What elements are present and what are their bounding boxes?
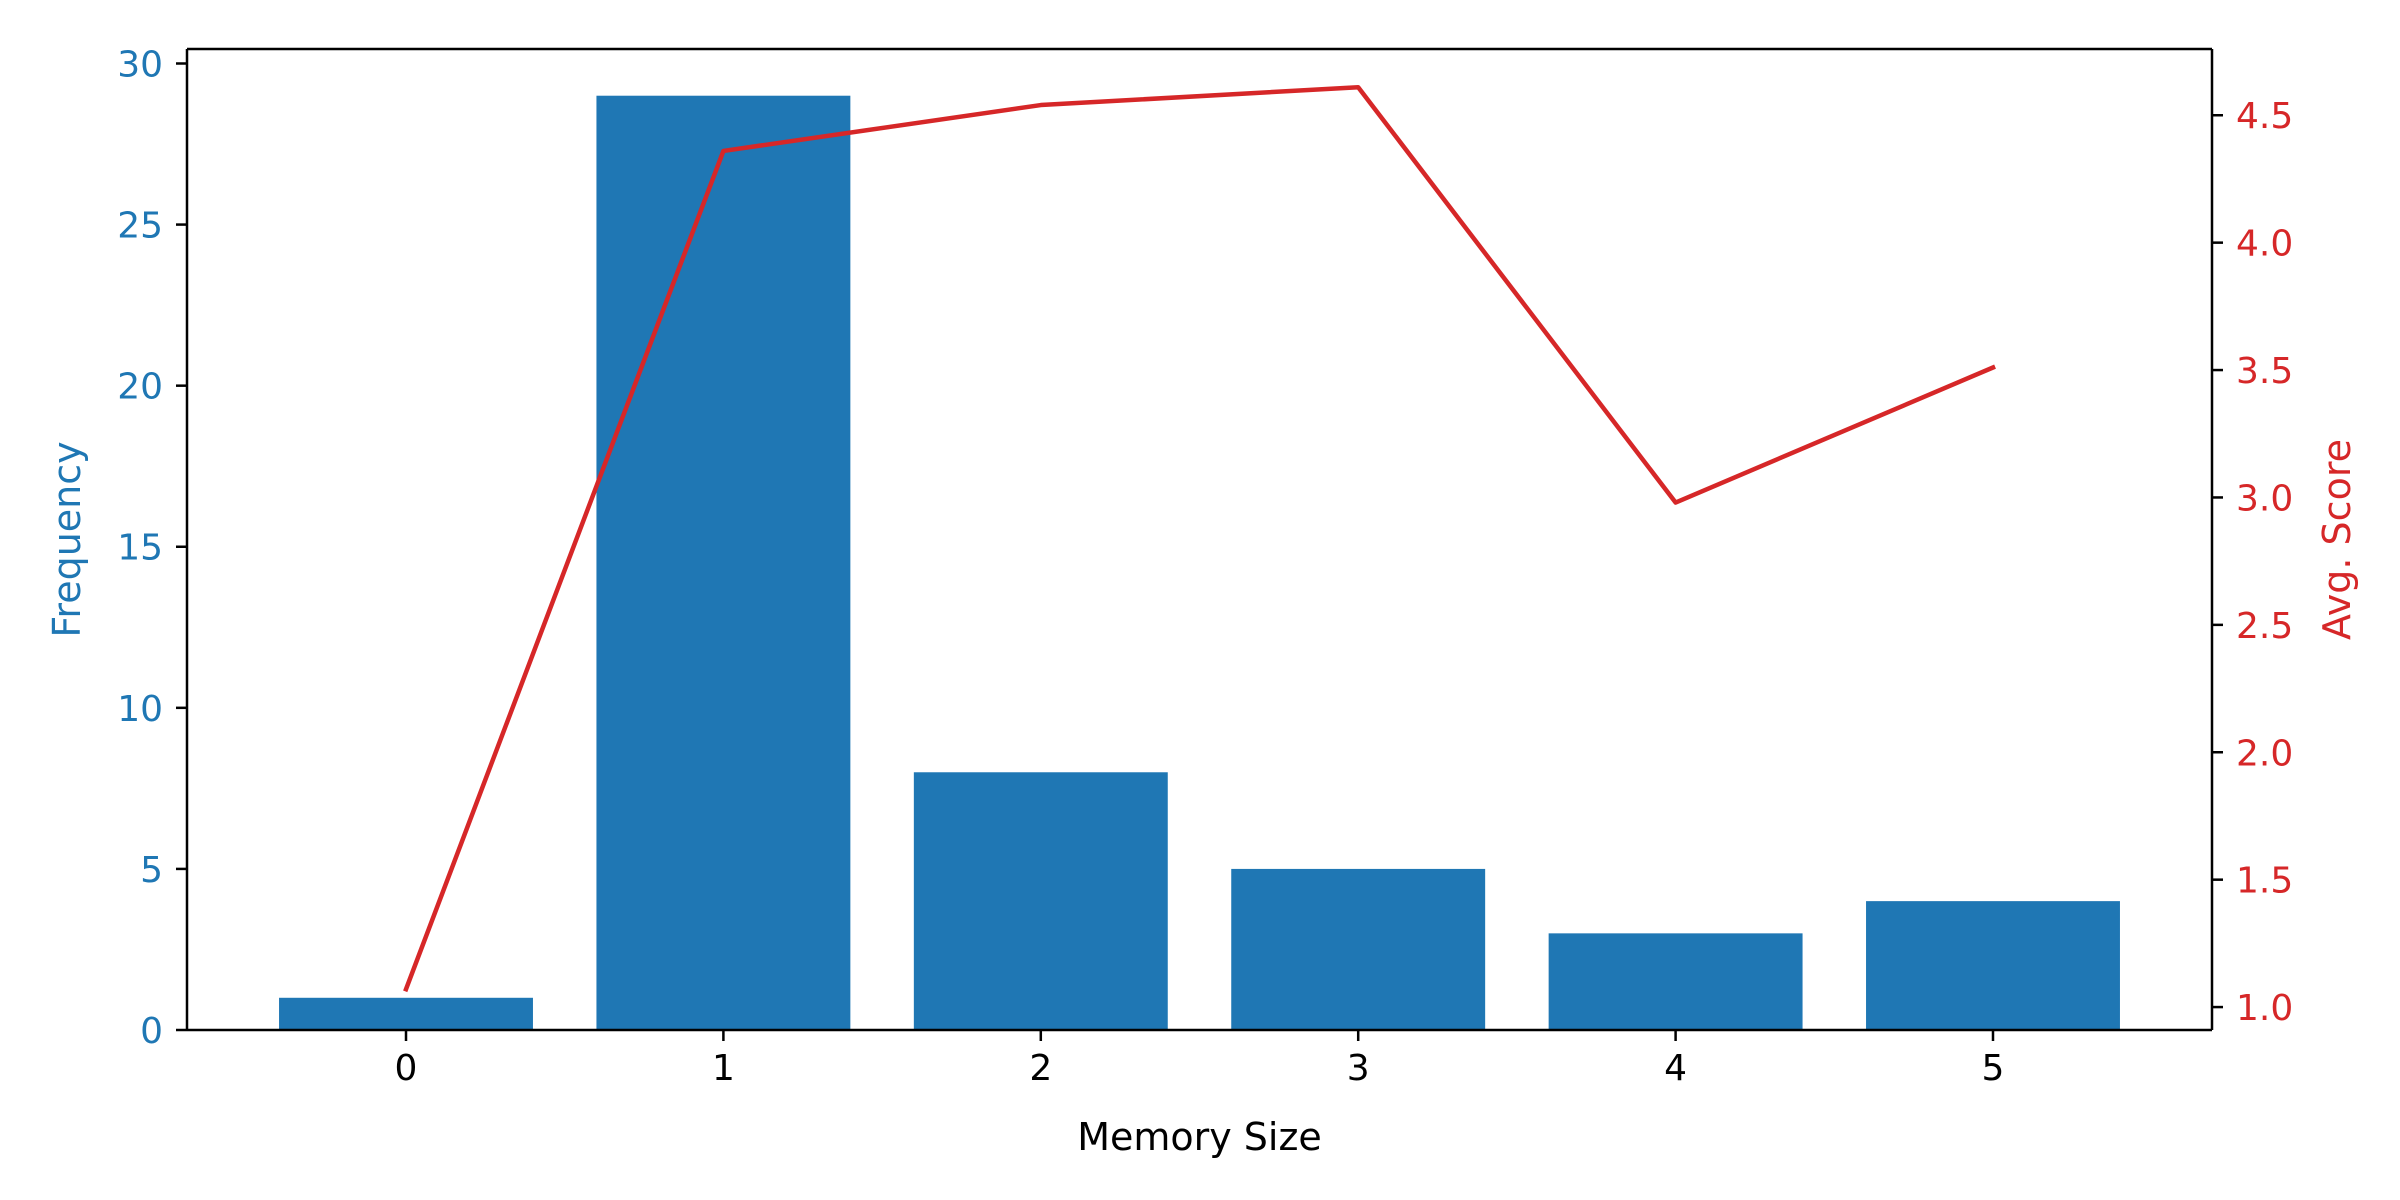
y-right-tick-label: 1.0 [2236, 988, 2293, 1029]
x-axis-label: Memory Size [1077, 1115, 1322, 1159]
y-right-tick-label: 2.0 [2236, 733, 2293, 774]
y-left-tick-label: 10 [117, 689, 163, 730]
y-left-tick-label: 25 [117, 206, 163, 247]
bar [1231, 868, 1486, 1030]
line-series [403, 84, 1996, 993]
x-tick-label: 1 [712, 1048, 735, 1089]
x-tick-label: 3 [1347, 1048, 1370, 1089]
y-right-tick-label: 1.5 [2236, 861, 2293, 902]
y-right-tick-label: 4.0 [2236, 224, 2293, 265]
y-axis-left-label: Frequency [45, 441, 89, 637]
x-tick-label: 5 [1982, 1048, 2005, 1089]
y-left-tick-label: 5 [140, 850, 163, 891]
y-left-tick-label: 15 [117, 528, 163, 569]
x-tick-label: 0 [395, 1048, 418, 1089]
x-tick-label: 4 [1664, 1048, 1687, 1089]
y-right-tick-label: 3.0 [2236, 478, 2293, 519]
axes [185, 47, 2214, 1032]
ticks: 0 1 2 3 4 5 0 5 10 15 20 25 30 1.0 1.5 2.0 2.5 3.0 3.5 4.0 4… [117, 44, 2293, 1089]
bar [279, 997, 533, 1030]
bar-series [279, 95, 2120, 1030]
y-axis-right-label: Avg. Score [2315, 439, 2359, 640]
y-right-tick-label: 2.5 [2236, 606, 2293, 647]
bar [1548, 933, 1803, 1030]
y-right-tick-label: 3.5 [2236, 351, 2293, 392]
y-left-tick-label: 30 [117, 44, 163, 85]
bar [596, 95, 851, 1030]
y-right-tick-label: 4.5 [2236, 96, 2293, 137]
y-left-tick-label: 20 [117, 367, 163, 408]
y-left-tick-label: 0 [140, 1011, 163, 1052]
x-tick-label: 2 [1029, 1048, 1052, 1089]
score-line [403, 84, 1996, 993]
bar [1866, 901, 2120, 1030]
bar [913, 772, 1168, 1030]
